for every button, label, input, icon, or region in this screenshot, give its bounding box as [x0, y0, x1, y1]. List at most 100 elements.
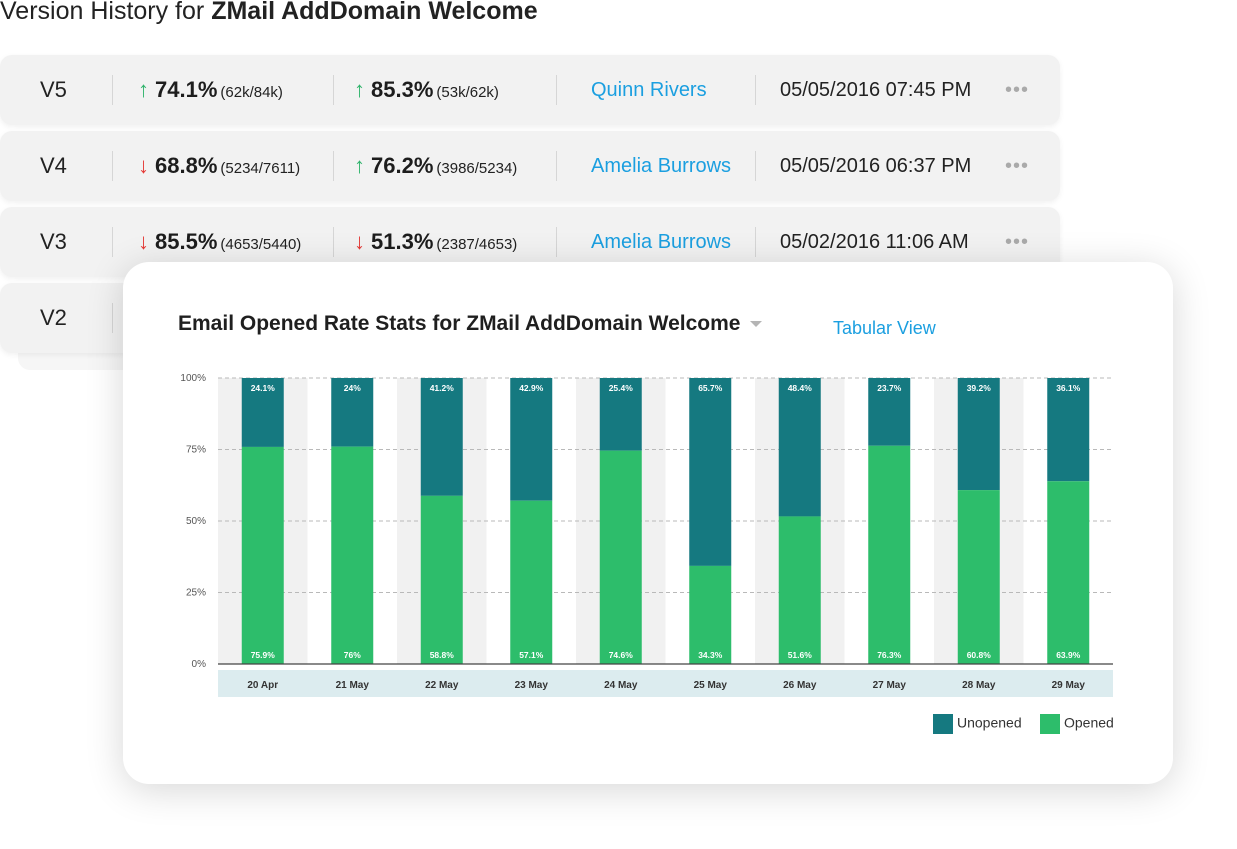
divider — [755, 151, 756, 181]
x-tick-label: 29 May — [1052, 680, 1086, 691]
x-tick-label: 27 May — [873, 680, 907, 691]
divider — [112, 151, 113, 181]
divider — [333, 151, 334, 181]
legend-label-unopened: Unopened — [957, 714, 1022, 731]
bar-unopened — [331, 378, 374, 447]
click-rate-fraction: (3986/5234) — [436, 160, 518, 177]
x-tick-label: 23 May — [515, 680, 549, 691]
data-label-opened: 76.3% — [877, 650, 902, 660]
x-tick-label: 20 Apr — [247, 680, 278, 691]
divider — [755, 75, 756, 105]
divider — [333, 75, 334, 105]
page-title-prefix: Version History for — [0, 0, 212, 25]
arrow-up-icon: ↑ — [354, 77, 365, 102]
open-rate-percent: 74.1% — [155, 77, 218, 102]
x-axis-band — [218, 670, 1113, 697]
owner-link[interactable]: Amelia Burrows — [591, 231, 732, 253]
data-label-unopened: 24.1% — [251, 383, 276, 393]
version-label: V4 — [40, 153, 67, 178]
legend-item-unopened: Unopened — [933, 714, 1022, 734]
x-tick-label: 26 May — [783, 680, 817, 691]
divider — [112, 227, 113, 257]
owner-link[interactable]: Quinn Rivers — [591, 79, 707, 101]
open-rate-metric: ↓ 68.8% (5234/7611) — [138, 131, 300, 201]
legend-label-opened: Opened — [1064, 714, 1114, 731]
data-label-unopened: 25.4% — [609, 383, 634, 393]
data-label-unopened: 23.7% — [877, 383, 902, 393]
bar-unopened — [1047, 378, 1090, 482]
data-label-opened: 63.9% — [1056, 650, 1081, 660]
click-rate-metric: ↑ 85.3% (53k/62k) — [354, 55, 499, 125]
page-title-name: ZMail AddDomain Welcome — [211, 0, 538, 25]
owner-link[interactable]: Amelia Burrows — [591, 155, 732, 177]
version-label: V5 — [40, 77, 67, 102]
bar-unopened — [957, 378, 1000, 491]
data-label-opened: 76% — [344, 650, 361, 660]
legend-swatch-opened — [1040, 714, 1060, 734]
bar-opened — [420, 495, 463, 664]
bar-opened — [778, 516, 821, 664]
more-options-icon[interactable]: ••• — [1005, 155, 1030, 177]
bar-opened — [331, 446, 374, 664]
arrow-up-icon: ↑ — [354, 153, 365, 178]
click-rate-percent: 51.3% — [371, 229, 434, 254]
x-tick-label: 21 May — [336, 680, 370, 691]
bar-unopened — [778, 378, 821, 517]
open-rate-metric: ↓ 85.5% (4653/5440) — [138, 207, 301, 277]
divider — [112, 303, 113, 333]
more-options-icon[interactable]: ••• — [1005, 231, 1030, 253]
click-rate-percent: 76.2% — [371, 153, 434, 178]
data-label-unopened: 48.4% — [788, 383, 813, 393]
legend-swatch-unopened — [933, 714, 953, 734]
arrow-down-icon: ↓ — [354, 229, 365, 254]
open-rate-fraction: (5234/7611) — [220, 160, 301, 177]
y-tick-label: 75% — [186, 445, 206, 456]
data-label-unopened: 65.7% — [698, 383, 723, 393]
divider — [556, 151, 557, 181]
y-tick-label: 100% — [180, 373, 206, 384]
arrow-up-icon: ↑ — [138, 77, 149, 102]
data-label-opened: 57.1% — [519, 650, 544, 660]
data-label-unopened: 36.1% — [1056, 383, 1081, 393]
open-rate-metric: ↑ 74.1% (62k/84k) — [138, 55, 283, 125]
y-tick-label: 25% — [186, 588, 206, 599]
more-options-icon[interactable]: ••• — [1005, 79, 1030, 101]
bar-unopened — [510, 378, 553, 501]
bar-opened — [1047, 481, 1090, 664]
arrow-down-icon: ↓ — [138, 153, 149, 178]
version-row-v4[interactable]: V4 ↓ 68.8% (5234/7611) ↑ 76.2% (3986/5234) A… — [0, 131, 1060, 201]
open-rate-fraction: (62k/84k) — [220, 84, 283, 101]
bar-opened — [241, 446, 284, 664]
version-date: 05/05/2016 06:37 PM — [780, 155, 972, 177]
bar-unopened — [689, 378, 732, 566]
version-row-v5[interactable]: V5 ↑ 74.1% (62k/84k) ↑ 85.3% (53k/62k) Quinn… — [0, 55, 1060, 125]
data-label-unopened: 41.2% — [430, 383, 455, 393]
page-title: Version History for ZMail AddDomain Welc… — [0, 0, 538, 26]
data-label-opened: 58.8% — [430, 650, 455, 660]
click-rate-metric: ↓ 51.3% (2387/4653) — [354, 207, 517, 277]
click-rate-percent: 85.3% — [371, 77, 434, 102]
version-label: V2 — [40, 305, 67, 330]
bar-unopened — [599, 378, 642, 451]
x-tick-label: 24 May — [604, 680, 638, 691]
bar-opened — [510, 500, 553, 664]
data-label-unopened: 24% — [344, 383, 361, 393]
open-rate-fraction: (4653/5440) — [220, 236, 302, 253]
bar-opened — [689, 565, 732, 664]
bar-opened — [957, 490, 1000, 664]
chart-card: Email Opened Rate Stats for ZMail AddDom… — [123, 262, 1173, 784]
bar-opened — [868, 445, 911, 664]
data-label-opened: 74.6% — [609, 650, 634, 660]
version-date: 05/02/2016 11:06 AM — [780, 231, 969, 253]
chevron-down-icon[interactable] — [750, 321, 763, 328]
data-label-unopened: 39.2% — [967, 383, 992, 393]
chart-title-text: Email Opened Rate Stats for ZMail AddDom… — [178, 312, 741, 335]
legend-item-opened: Opened — [1040, 714, 1114, 734]
click-rate-fraction: (2387/4653) — [436, 236, 518, 253]
x-tick-label: 28 May — [962, 680, 996, 691]
data-label-opened: 60.8% — [967, 650, 992, 660]
tabular-view-link[interactable]: Tabular View — [833, 318, 936, 338]
click-rate-fraction: (53k/62k) — [436, 84, 499, 101]
version-date: 05/05/2016 07:45 PM — [780, 79, 972, 101]
x-tick-label: 22 May — [425, 680, 459, 691]
